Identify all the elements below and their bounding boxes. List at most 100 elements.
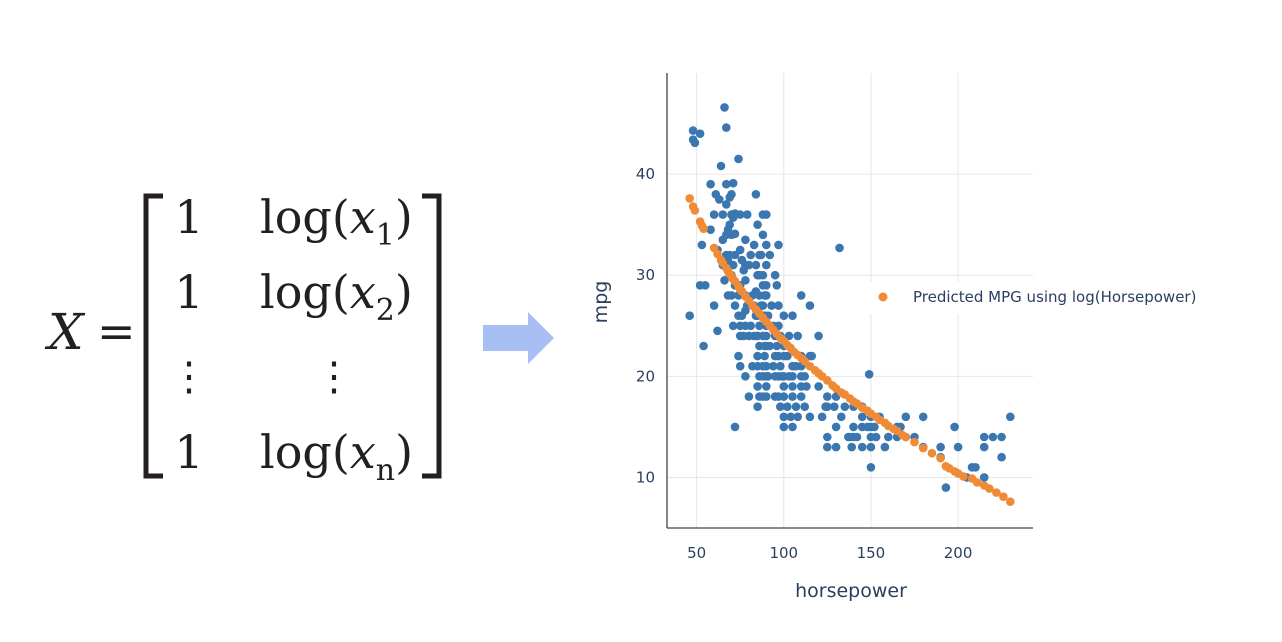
legend-label: Predicted MPG using log(Horsepower)	[913, 288, 1196, 306]
row-1-one: 1	[174, 190, 203, 244]
observed-point	[884, 432, 893, 442]
observed-point	[793, 412, 802, 422]
predicted-point	[910, 437, 919, 447]
observed-point	[774, 301, 783, 310]
matrix-row-ellipsis: ⋮ ⋮	[169, 354, 354, 400]
observed-point	[730, 422, 740, 432]
observed-point	[765, 250, 775, 260]
chart-legend[interactable]: Predicted MPG using log(Horsepower)	[869, 282, 1249, 314]
predicted-point	[972, 478, 982, 487]
observed-point	[857, 442, 867, 452]
observed-point	[718, 210, 728, 219]
observed-point	[725, 220, 734, 229]
x-tick-labels: 50 100 150 200	[687, 544, 972, 562]
right-bracket	[422, 193, 442, 479]
observed-point	[779, 412, 789, 422]
observed-point	[840, 402, 850, 412]
observed-point	[715, 195, 724, 204]
observed-point	[760, 351, 769, 361]
observed-point	[823, 432, 832, 442]
observed-point	[762, 281, 771, 290]
observed-point	[779, 422, 789, 432]
observed-point	[741, 372, 750, 381]
observed-point	[722, 179, 731, 189]
observed-point	[823, 442, 832, 452]
observed-point	[722, 200, 731, 209]
observed-point	[751, 260, 761, 270]
observed-point	[788, 311, 797, 321]
observed-point	[988, 432, 998, 442]
observed-point	[800, 372, 809, 381]
observed-point	[786, 412, 795, 422]
predicted-point	[999, 492, 1008, 502]
observed-point	[971, 463, 980, 472]
observed-point	[979, 473, 989, 482]
observed-point	[783, 402, 792, 412]
observed-point	[852, 432, 862, 442]
observed-point	[709, 301, 719, 310]
x-axis-title: horsepower	[795, 580, 907, 602]
observed-point	[762, 361, 771, 371]
observed-point	[796, 291, 806, 300]
observed-point	[871, 432, 881, 442]
predicted-point	[685, 194, 694, 203]
observed-point	[779, 311, 789, 321]
observed-point	[864, 370, 874, 379]
observed-point	[762, 291, 771, 300]
y-axis-title: mpg	[590, 281, 612, 324]
x-tick-label: 100	[769, 544, 798, 562]
observed-point	[728, 178, 738, 188]
observed-point	[763, 372, 773, 381]
observed-point	[857, 412, 867, 422]
observed-point	[695, 129, 705, 138]
observed-point	[746, 321, 755, 331]
observed-point	[762, 382, 771, 391]
observed-point	[762, 240, 771, 250]
observed-point	[953, 442, 963, 452]
mpg-horsepower-scatter-chart: 50 100 150 200 10 20 30 40 horsepower mpg Pred…	[590, 73, 1249, 602]
observed-point	[758, 230, 768, 240]
observed-point	[762, 260, 771, 270]
observed-point	[941, 483, 951, 492]
design-matrix-formula: X = 1 log(x1) 1 log(x2) ⋮ ⋮ 1 log(xn)	[44, 190, 442, 488]
observed-point	[866, 463, 876, 472]
observed-point	[880, 442, 890, 452]
observed-point	[769, 361, 778, 371]
observed-point	[817, 412, 827, 422]
observed-point	[706, 179, 715, 189]
observed-point	[835, 243, 844, 253]
observed-point	[751, 190, 761, 199]
observed-point	[866, 442, 876, 452]
observed-point	[749, 240, 759, 250]
observed-point	[727, 190, 736, 199]
observed-point	[767, 301, 776, 310]
observed-point	[807, 351, 816, 361]
y-tick-labels: 10 20 30 40	[636, 165, 655, 486]
matrix-row-n: 1 log(xn)	[174, 425, 413, 488]
predicted-point	[936, 453, 945, 463]
observed-point	[791, 402, 801, 412]
predicted-point	[1006, 497, 1015, 507]
row-ellipsis-left: ⋮	[169, 354, 209, 400]
observed-point	[814, 331, 823, 341]
matrix-equals: =	[97, 304, 136, 358]
predicted-point	[699, 224, 708, 233]
y-tick-label: 30	[636, 266, 655, 284]
observed-point	[774, 240, 783, 250]
observed-point	[741, 276, 750, 285]
observed-point	[753, 402, 762, 412]
observed-point	[800, 402, 809, 412]
observed-point	[730, 301, 740, 310]
observed-point	[735, 361, 745, 371]
right-arrow-icon	[483, 312, 554, 364]
legend-background	[869, 282, 1249, 314]
matrix-row-2: 1 log(x2)	[174, 265, 412, 328]
observed-point	[762, 392, 771, 401]
observed-point	[701, 281, 710, 290]
observed-point	[772, 341, 782, 351]
observed-point	[734, 351, 743, 361]
observed-point	[788, 382, 797, 391]
observed-point	[823, 402, 832, 412]
observed-point	[788, 372, 797, 381]
observed-point	[950, 422, 959, 432]
